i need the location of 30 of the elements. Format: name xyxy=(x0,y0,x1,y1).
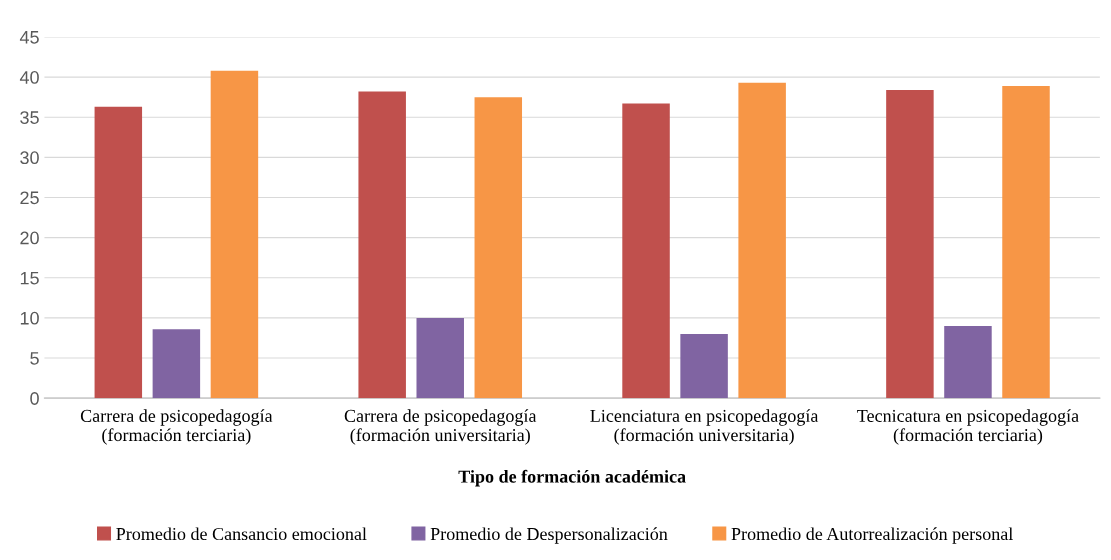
bar xyxy=(738,82,786,399)
y-tick-label: 45 xyxy=(19,31,39,44)
y-tick-label: 10 xyxy=(20,311,39,325)
x-tick-label: Licenciatura en psicopedagogía (formación universitaria) xyxy=(590,409,819,445)
bar xyxy=(1002,85,1050,399)
bar xyxy=(944,325,992,399)
y-tick-label: 35 xyxy=(20,111,39,124)
bar xyxy=(416,317,464,399)
legend-label: Promedio de Despersonalización xyxy=(430,527,668,544)
legend-label: Promedio de Cansancio emocional xyxy=(116,527,367,541)
bar xyxy=(680,333,728,399)
bar xyxy=(358,91,406,399)
x-tick-label: Carrera de psicopedagogía (formación terciaria) xyxy=(80,409,273,445)
y-tick-label: 20 xyxy=(20,231,39,245)
legend-label: Promedio de Autorrealización personal xyxy=(731,527,1013,544)
bar xyxy=(622,103,670,399)
x-tick-label: Tecnicatura en psicopedagogía (formación terciaria) xyxy=(857,409,1079,445)
y-tick-label: 5 xyxy=(30,352,39,365)
x-tick-label: Carrera de psicopedagogía (formación universitaria) xyxy=(344,409,537,445)
y-tick-label: 40 xyxy=(19,71,39,84)
x-axis-title: Tipo de formación académica xyxy=(458,469,686,487)
bar xyxy=(474,97,523,399)
y-tick-label: 25 xyxy=(20,191,39,205)
bar xyxy=(886,89,934,399)
y-tick-label: 15 xyxy=(20,271,39,285)
bar xyxy=(210,70,259,399)
bar xyxy=(152,329,201,399)
y-tick-label: 30 xyxy=(20,151,39,165)
bar xyxy=(94,106,143,399)
y-tick-label: 0 xyxy=(30,392,39,405)
